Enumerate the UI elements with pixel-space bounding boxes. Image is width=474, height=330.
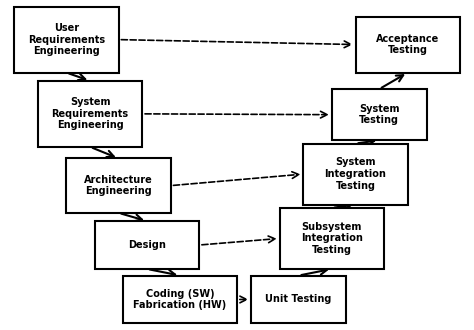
Text: Unit Testing: Unit Testing [265, 294, 332, 305]
FancyBboxPatch shape [123, 276, 237, 323]
Text: Subsystem
Integration
Testing: Subsystem Integration Testing [301, 222, 363, 255]
Text: Architecture
Engineering: Architecture Engineering [84, 175, 153, 196]
FancyBboxPatch shape [251, 276, 346, 323]
Text: Coding (SW)
Fabrication (HW): Coding (SW) Fabrication (HW) [134, 289, 227, 310]
FancyBboxPatch shape [356, 16, 460, 73]
Text: System
Requirements
Engineering: System Requirements Engineering [52, 97, 128, 130]
Text: User
Requirements
Engineering: User Requirements Engineering [28, 23, 105, 56]
Text: System
Integration
Testing: System Integration Testing [325, 157, 386, 191]
FancyBboxPatch shape [280, 208, 384, 269]
FancyBboxPatch shape [38, 81, 142, 147]
FancyBboxPatch shape [303, 144, 408, 205]
Text: Acceptance
Testing: Acceptance Testing [376, 34, 439, 55]
FancyBboxPatch shape [66, 158, 171, 213]
FancyBboxPatch shape [332, 89, 427, 140]
FancyBboxPatch shape [95, 221, 199, 269]
FancyBboxPatch shape [14, 7, 118, 73]
Text: System
Testing: System Testing [359, 104, 400, 125]
Text: Design: Design [128, 240, 166, 250]
